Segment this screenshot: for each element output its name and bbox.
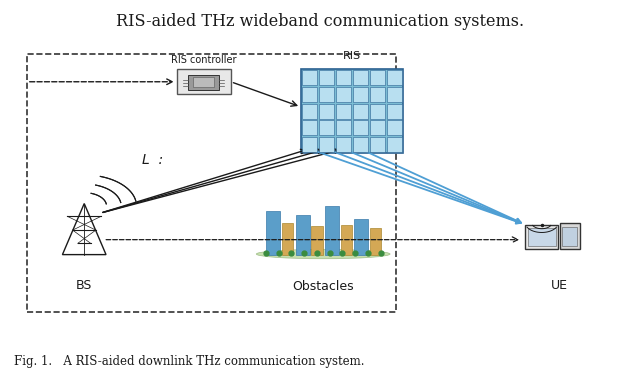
Bar	[387, 120, 401, 135]
Bar	[319, 137, 333, 152]
Bar	[370, 137, 385, 152]
Bar	[302, 104, 317, 118]
Bar	[301, 69, 403, 153]
Bar	[525, 224, 558, 249]
Bar	[336, 70, 351, 85]
Bar	[387, 137, 401, 152]
Bar	[336, 87, 351, 102]
Bar	[336, 104, 351, 118]
Ellipse shape	[256, 249, 390, 259]
Bar	[387, 87, 401, 102]
Bar	[302, 137, 317, 152]
Bar	[353, 120, 367, 135]
Bar	[353, 104, 367, 118]
Text: RIS: RIS	[343, 51, 361, 61]
Bar	[387, 70, 401, 85]
Text: RIS controller: RIS controller	[171, 55, 236, 65]
Bar	[302, 87, 317, 102]
Text: UE: UE	[550, 279, 568, 291]
Bar	[188, 75, 219, 90]
Bar	[559, 223, 580, 249]
Bar	[370, 70, 385, 85]
Bar	[319, 104, 333, 118]
Bar	[282, 223, 293, 255]
Bar	[177, 69, 231, 94]
Bar	[296, 215, 310, 255]
Text: Obstacles: Obstacles	[292, 280, 354, 293]
Bar	[302, 120, 317, 135]
Bar	[528, 227, 556, 247]
Bar	[562, 227, 577, 247]
Bar	[336, 120, 351, 135]
Bar	[311, 226, 323, 255]
Bar	[336, 137, 351, 152]
Bar	[370, 120, 385, 135]
Bar	[302, 70, 317, 85]
Bar	[353, 87, 367, 102]
Bar	[193, 77, 214, 87]
Bar	[319, 120, 333, 135]
Text: Fig. 1.   A RIS-aided downlink THz communication system.: Fig. 1. A RIS-aided downlink THz communi…	[14, 355, 365, 368]
Bar	[353, 70, 367, 85]
Bar	[355, 219, 369, 255]
Bar	[341, 224, 353, 255]
Bar	[266, 211, 280, 255]
Bar	[353, 137, 367, 152]
Text: BS: BS	[76, 279, 92, 291]
Bar	[370, 87, 385, 102]
Text: RIS-aided THz wideband communication systems.: RIS-aided THz wideband communication sys…	[116, 13, 524, 30]
Bar	[319, 87, 333, 102]
Text: L  :: L :	[141, 153, 163, 167]
Bar	[387, 104, 401, 118]
Bar	[325, 206, 339, 255]
Bar	[319, 70, 333, 85]
Bar	[370, 228, 381, 255]
Bar	[370, 104, 385, 118]
